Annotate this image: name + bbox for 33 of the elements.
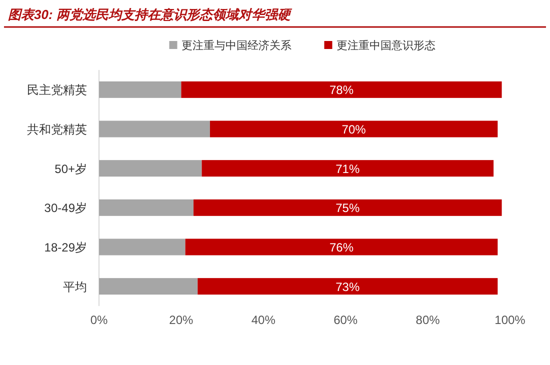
- legend-label: 更注重中国意识形态: [336, 39, 436, 52]
- y-tick-label: 50+岁: [54, 162, 87, 176]
- y-tick-label: 平均: [63, 280, 87, 294]
- data-label: 76%: [329, 240, 354, 254]
- bar: [99, 81, 182, 98]
- data-label: 73%: [336, 280, 360, 294]
- bar: [99, 120, 210, 138]
- x-tick-label: 0%: [90, 313, 108, 327]
- x-tick-label: 100%: [494, 313, 526, 327]
- bar: [99, 278, 198, 295]
- bar: [202, 160, 494, 177]
- bar: [198, 278, 498, 295]
- data-label: 71%: [336, 162, 360, 176]
- legend-label: 更注重与中国经济关系: [181, 39, 292, 52]
- bar: [99, 238, 186, 256]
- data-label: 75%: [336, 201, 360, 216]
- chart-title: 图表30: 两党选民均支持在意识形态领域对华强硬: [8, 7, 292, 22]
- y-tick-label: 30-49岁: [44, 201, 87, 216]
- x-tick-label: 20%: [169, 313, 194, 327]
- bar: [185, 238, 498, 256]
- x-tick-label: 40%: [251, 313, 276, 327]
- y-tick-label: 18-29岁: [44, 240, 87, 254]
- x-tick-label: 80%: [416, 313, 440, 327]
- bar: [194, 199, 502, 216]
- data-label: 70%: [342, 122, 366, 136]
- bar: [181, 81, 502, 98]
- bar: [99, 160, 202, 177]
- bar: [210, 120, 498, 138]
- y-tick-label: 民主党精英: [27, 83, 87, 98]
- y-tick-label: 共和党精英: [27, 122, 87, 136]
- bar: [99, 199, 194, 216]
- data-label: 78%: [329, 83, 354, 98]
- x-tick-label: 60%: [334, 313, 358, 327]
